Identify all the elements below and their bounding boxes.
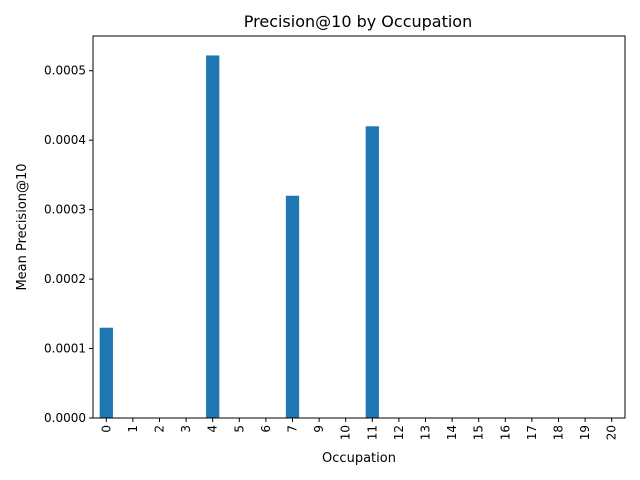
x-tick-label-19: 19 — [578, 425, 592, 440]
y-axis-label: Mean Precision@10 — [15, 163, 30, 290]
x-tick-label-17: 17 — [525, 425, 539, 440]
x-tick-label-5: 5 — [232, 425, 246, 433]
y-tick-label-0: 0.0000 — [44, 411, 86, 425]
chart-title: Precision@10 by Occupation — [244, 12, 472, 31]
y-tick-label-5: 0.0005 — [44, 64, 86, 78]
x-tick-label-9: 9 — [312, 425, 326, 433]
bar-occupation-11 — [365, 126, 379, 418]
bar-occupation-7 — [285, 195, 300, 418]
y-tick-label-2: 0.0002 — [44, 272, 86, 286]
x-axis-label: Occupation — [322, 451, 396, 466]
x-tick-label-20: 20 — [605, 425, 619, 440]
bar-occupation-4 — [206, 55, 220, 418]
x-tick-label-11: 11 — [365, 425, 379, 440]
y-tick-label-3: 0.0003 — [44, 203, 86, 217]
x-tick-label-16: 16 — [498, 425, 512, 440]
x-tick-label-3: 3 — [179, 425, 193, 433]
bar-occupation-0 — [99, 327, 113, 418]
x-tick-label-13: 13 — [419, 425, 433, 440]
x-tick-label-14: 14 — [445, 425, 459, 440]
x-tick-label-6: 6 — [259, 425, 273, 433]
x-tick-label-7: 7 — [286, 425, 300, 433]
x-tick-label-1: 1 — [126, 425, 140, 433]
plot-frame — [92, 35, 626, 419]
y-tick-label-1: 0.0001 — [44, 342, 86, 356]
plot-area: 0 1 2 3 4 5 6 7 9 10 11 12 13 14 15 16 17 18 19 200.00000.0… — [44, 55, 619, 440]
x-tick-label-15: 15 — [472, 425, 486, 440]
x-tick-label-4: 4 — [206, 425, 220, 433]
x-tick-label-2: 2 — [153, 425, 167, 433]
y-tick-label-4: 0.0004 — [44, 133, 86, 147]
x-tick-label-0: 0 — [99, 425, 113, 433]
x-tick-label-18: 18 — [552, 425, 566, 440]
x-tick-label-10: 10 — [339, 425, 353, 440]
x-tick-label-12: 12 — [392, 425, 406, 440]
